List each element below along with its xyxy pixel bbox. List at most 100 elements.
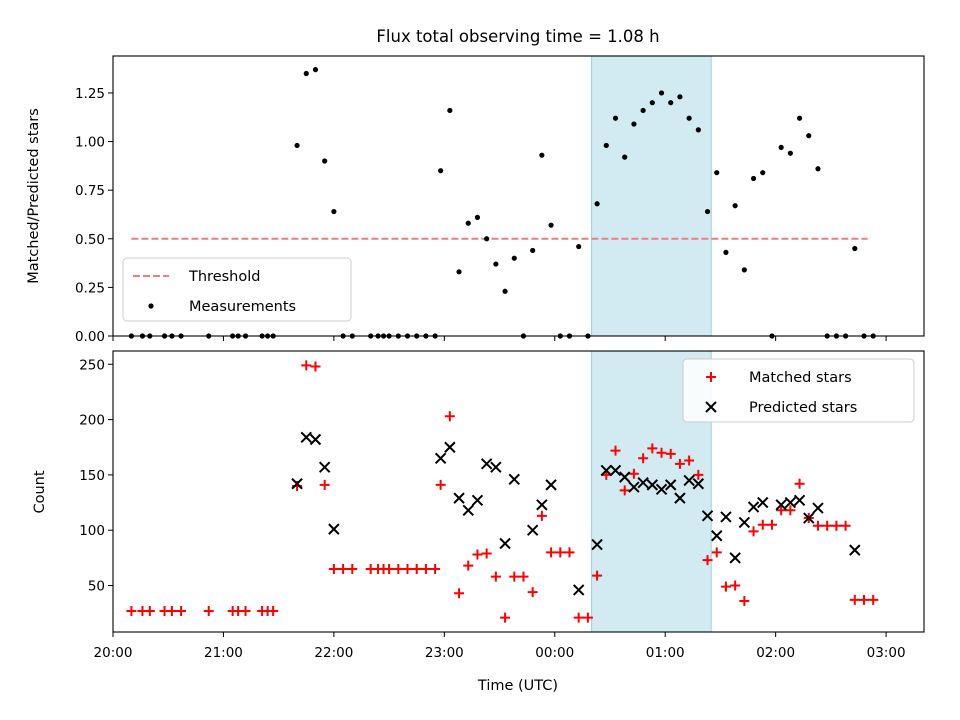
measurement-point: [539, 152, 545, 158]
predicted-star-point: [720, 511, 732, 523]
predicted-star-point: [711, 530, 723, 542]
bottom-y-tick-label: 50: [88, 579, 105, 595]
predicted-star-point: [665, 479, 677, 491]
measurement-point: [741, 267, 747, 273]
matched-star-point: [638, 453, 649, 464]
measurement-point: [695, 127, 701, 133]
predicted-star-point: [572, 584, 585, 596]
measurement-point: [787, 150, 793, 156]
matched-star-point: [402, 563, 413, 574]
matched-star-point: [656, 447, 667, 458]
predicted-star-point: [291, 478, 303, 490]
matched-star-point: [203, 605, 214, 616]
top-y-tick-label: 0.50: [75, 232, 105, 248]
legend-measurement-handle: [148, 303, 154, 309]
predicted-star-point: [328, 523, 340, 535]
measurement-point: [576, 243, 582, 250]
matched-star-point: [592, 570, 603, 581]
predicted-star-point: [793, 494, 806, 507]
predicted-star-point: [462, 504, 474, 517]
measurement-point: [502, 288, 508, 294]
matched-star-point: [490, 571, 501, 582]
legend-predicted-handle: [705, 401, 717, 413]
predicted-star-point: [701, 510, 714, 522]
matched-star-point: [301, 360, 312, 371]
predicted-star-point: [536, 499, 548, 511]
top-panel: 0.00 0.25 0.50 0.75 1.00 1.25 Threshold Measur…: [75, 55, 925, 345]
predicted-star-point: [757, 496, 769, 509]
matched-star-point: [766, 519, 777, 530]
matched-star-point: [472, 549, 483, 560]
measurement-point: [456, 269, 462, 275]
top-axes-frame: [112, 55, 925, 337]
measurement-point: [806, 133, 812, 139]
measurement-point: [331, 208, 337, 215]
matched-star-point: [411, 563, 422, 574]
bottom-axes-frame: [112, 350, 925, 633]
predicted-star-point: [318, 461, 331, 473]
matched-star-point: [812, 520, 823, 531]
predicted-star-point: [300, 431, 312, 443]
matched-star-point: [393, 563, 404, 574]
bottom-legend-box: [682, 358, 915, 423]
measurement-point: [465, 220, 471, 226]
matched-star-point: [546, 547, 557, 558]
measurement-point: [312, 67, 319, 73]
matched-star-point: [430, 563, 441, 574]
matched-star-point: [518, 571, 529, 582]
x-tick-label: 20:00: [94, 645, 133, 661]
x-tick-label: 23:00: [425, 645, 464, 661]
matched-star-point: [509, 571, 520, 582]
matched-star-point: [463, 560, 474, 571]
matched-star-point: [310, 361, 321, 372]
matched-star-point: [628, 468, 639, 479]
predicted-star-point: [729, 552, 741, 564]
predicted-star-point: [674, 492, 686, 504]
measurement-point: [530, 247, 536, 254]
matched-star-point: [831, 520, 842, 531]
measurement-point: [631, 121, 637, 127]
predicted-star-point: [591, 538, 603, 551]
matched-star-point: [849, 594, 860, 605]
predicted-star-point: [637, 476, 649, 489]
measurement-point: [714, 170, 720, 176]
matched-star-point: [647, 443, 658, 454]
matched-star-point: [527, 587, 538, 598]
matched-star-point: [338, 563, 349, 574]
bottom-legend: Matched stars Predicted stars: [682, 358, 915, 423]
matched-star-point: [840, 520, 851, 531]
x-tick-label: 02:00: [756, 645, 795, 661]
matched-star-point: [573, 612, 584, 623]
matched-star-point: [435, 479, 446, 490]
matched-star-point: [166, 605, 177, 616]
matched-star-point: [794, 478, 805, 489]
bottom-y-tick-label: 200: [79, 413, 105, 429]
predicted-star-point: [309, 433, 322, 446]
measurement-point: [447, 107, 453, 114]
legend-label: Threshold: [188, 269, 260, 285]
measurement-point: [594, 201, 600, 207]
measurement-point: [677, 94, 683, 100]
matched-star-point: [693, 469, 704, 480]
predicted-star-point: [803, 512, 815, 524]
x-tick-label: 21:00: [204, 645, 243, 661]
predicted-star-point: [526, 524, 539, 536]
top-y-tick-label: 1.00: [75, 135, 105, 151]
legend-label: Matched stars: [749, 370, 852, 386]
bottom-y-tick-label: 250: [79, 357, 105, 373]
matched-star-point: [420, 563, 431, 574]
matched-star-point: [619, 485, 630, 496]
top-legend-box: [122, 257, 352, 322]
measurement-point: [732, 203, 738, 209]
measurement-point: [622, 154, 628, 160]
measurement-point: [438, 168, 444, 174]
measurement-point: [484, 236, 490, 242]
measurement-point: [612, 115, 619, 121]
measurement-point: [668, 100, 674, 106]
matched-star-point: [858, 594, 869, 605]
legend-label: Predicted stars: [749, 400, 857, 416]
matched-star-point: [868, 594, 879, 605]
measurement-point: [511, 255, 517, 261]
matched-star-point: [785, 505, 796, 516]
